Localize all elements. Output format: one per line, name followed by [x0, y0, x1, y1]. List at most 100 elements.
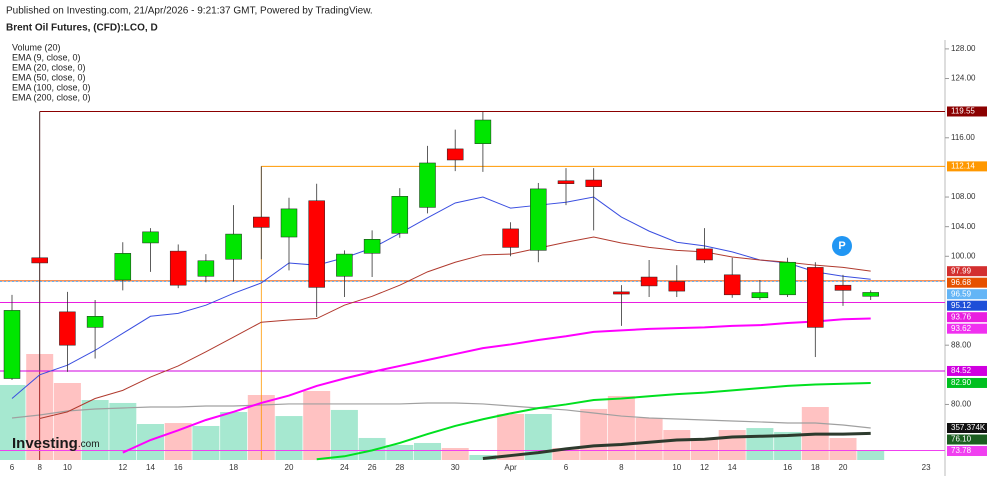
- x-tick-label: 26: [368, 463, 377, 472]
- volume-bar: [303, 390, 331, 460]
- price-label: 97.99: [951, 266, 972, 275]
- chart-title: Brent Oil Futures, (CFD):LCO, D: [6, 23, 158, 34]
- price-label-box: [947, 106, 987, 117]
- volume-bar: [746, 428, 774, 460]
- volume-bar: [691, 437, 718, 460]
- y-tick-label: 128.00: [951, 44, 976, 53]
- candle-body: [557, 180, 575, 184]
- x-tick-label: 18: [811, 463, 820, 472]
- candle-body: [59, 311, 76, 346]
- volume-bar: [386, 444, 414, 460]
- volume-bar: [857, 450, 885, 460]
- y-tick-label: 100.00: [951, 251, 976, 260]
- candle-body: [613, 291, 630, 295]
- x-tick-label: 6: [564, 463, 569, 472]
- candle-body: [86, 316, 104, 328]
- price-label: 119.55: [951, 107, 975, 116]
- price-label: 96.59: [951, 289, 972, 298]
- candle-body: [31, 257, 48, 264]
- price-label-box: [947, 365, 987, 376]
- x-tick-label: 12: [118, 463, 127, 472]
- x-tick-label: 14: [728, 463, 737, 472]
- price-label: 93.62: [951, 324, 972, 333]
- price-label-box: [947, 423, 987, 434]
- ema-line: [482, 431, 871, 461]
- candle-body: [779, 261, 796, 296]
- candle-body: [640, 276, 658, 287]
- x-tick-label: 16: [174, 463, 183, 472]
- volume-bar: [829, 437, 857, 460]
- price-label: 95.12: [951, 301, 972, 310]
- candle-body: [696, 248, 713, 261]
- volume-ma-line: [11, 402, 871, 429]
- x-tick-label: 30: [451, 463, 460, 472]
- price-label: 82.90: [951, 378, 972, 387]
- x-tick-label: 28: [395, 463, 404, 472]
- y-tick-label: 104.00: [951, 222, 976, 231]
- logo: Investing.com: [12, 435, 100, 452]
- candle-body: [142, 231, 159, 244]
- published-note: Published on Investing.com, 21/Apr/2026 …: [6, 6, 373, 17]
- candle-body: [280, 208, 298, 238]
- candle-body: [391, 196, 409, 234]
- legend-entry: Volume (20): [12, 42, 61, 52]
- candle-body: [585, 179, 602, 187]
- price-label: 96.68: [951, 278, 972, 287]
- volume-bar: [330, 409, 358, 460]
- price-label-box: [947, 446, 987, 457]
- volume-bar: [441, 448, 469, 460]
- volume-bar: [580, 408, 608, 460]
- y-tick-label: 88.00: [951, 340, 972, 349]
- volume-bar: [663, 430, 691, 460]
- legend-entry: EMA (50, close, 0): [12, 72, 86, 82]
- candle-body: [419, 162, 436, 208]
- price-label-box: [947, 161, 987, 172]
- price-label-box: [947, 377, 987, 388]
- candle-body: [474, 119, 492, 144]
- price-label: 357.374K: [951, 423, 986, 432]
- price-label: 93.76: [951, 312, 972, 321]
- price-label: 76.10: [951, 435, 972, 444]
- price-label: 112.14: [951, 161, 975, 170]
- candle-body: [225, 233, 242, 260]
- volume-bar: [192, 425, 220, 460]
- volume-bar: [552, 448, 580, 460]
- candle-body: [502, 228, 519, 248]
- volume-bar: [607, 395, 635, 460]
- legend-entry: EMA (20, close, 0): [12, 62, 86, 72]
- legend-entry: EMA (9, close, 0): [12, 52, 81, 62]
- price-label: 73.78: [951, 446, 972, 455]
- price-label-box: [947, 323, 987, 334]
- ema-line: [122, 317, 871, 454]
- candle-body: [336, 253, 353, 277]
- price-label-box: [947, 277, 987, 288]
- volume-bar: [358, 437, 386, 460]
- x-tick-label: 14: [146, 463, 155, 472]
- price-label-box: [947, 266, 987, 277]
- volume-bar: [275, 416, 303, 460]
- y-tick-label: 80.00: [951, 400, 972, 409]
- ema-line: [316, 381, 871, 461]
- volume-bar: [497, 413, 525, 460]
- x-tick-label: Apr: [504, 463, 517, 472]
- price-label-box: [947, 312, 987, 323]
- y-tick-label: 108.00: [951, 192, 976, 201]
- candle-body: [751, 292, 769, 299]
- logo-name: Investing: [12, 435, 78, 452]
- candle-body: [834, 284, 852, 291]
- price-label: 84.52: [951, 366, 972, 375]
- x-tick-label: 20: [285, 463, 294, 472]
- price-label-box: [947, 300, 987, 311]
- y-tick-label: 116.00: [951, 133, 975, 142]
- candle-body: [723, 274, 741, 296]
- candle-body: [530, 188, 547, 251]
- ema-line: [39, 236, 871, 420]
- candle-body: [114, 253, 132, 281]
- volume-bar: [109, 402, 137, 460]
- candle-body: [3, 310, 21, 379]
- candle-body: [197, 260, 215, 277]
- volume-bar: [635, 418, 663, 460]
- x-tick-label: 8: [37, 463, 42, 472]
- x-tick-label: 16: [783, 463, 792, 472]
